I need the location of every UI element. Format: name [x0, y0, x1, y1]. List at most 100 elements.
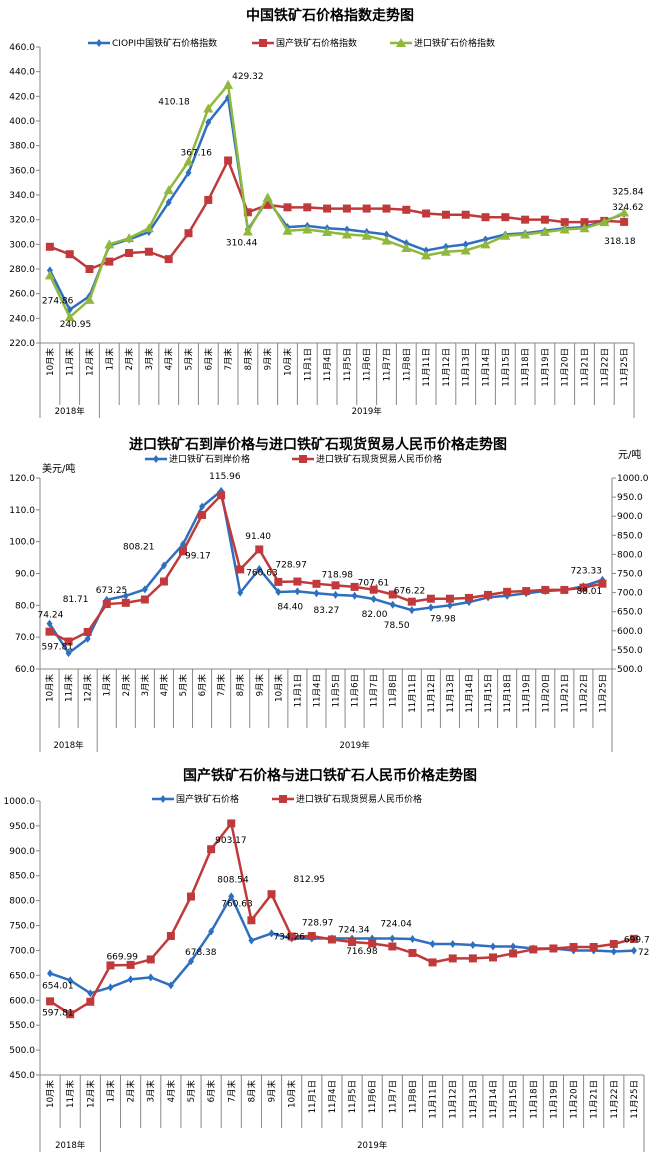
data-point: [179, 547, 187, 556]
data-point: [198, 510, 207, 519]
x-tick-label: 11月22日: [610, 1080, 620, 1119]
data-point: [159, 577, 168, 586]
y2-tick-label: 850.0: [617, 531, 643, 541]
data-point: [268, 929, 275, 938]
legend-label: CIOPI中国铁矿石价格指数: [112, 37, 217, 49]
y-tick-label: 100.0: [9, 538, 35, 548]
data-label: 903.17: [215, 836, 247, 846]
data-label: 597.81: [42, 643, 74, 653]
data-point: [165, 198, 172, 207]
data-point: [332, 590, 339, 599]
x-tick-label: 3月末: [140, 674, 151, 697]
x-tick-label: 11月19日: [549, 1080, 559, 1119]
data-point: [449, 939, 456, 948]
x-tick-label: 11月22日: [600, 348, 610, 387]
x-tick-label: 1月末: [105, 1080, 116, 1103]
y2-tick-label: 900.0: [617, 512, 643, 522]
x-tick-label: 11月15日: [501, 348, 511, 387]
y2-tick-label: 650.0: [617, 608, 643, 618]
year-label: 2019年: [357, 1140, 388, 1151]
data-point: [461, 210, 470, 219]
y-tick-label: 850.0: [9, 872, 35, 882]
data-point: [146, 955, 155, 964]
x-tick-label: 11月21日: [560, 674, 570, 713]
data-point: [490, 942, 496, 951]
y2-tick-label: 800.0: [617, 550, 643, 560]
x-tick-label: 8月末: [243, 348, 254, 371]
data-point: [102, 600, 111, 609]
legend-marker: [160, 795, 166, 803]
x-tick-label: 9月末: [267, 1080, 278, 1103]
data-point: [468, 954, 477, 963]
data-point: [610, 947, 617, 956]
data-point: [243, 208, 252, 217]
data-label: 716.98: [346, 947, 378, 957]
data-point: [429, 939, 436, 948]
x-tick-label: 11月4日: [312, 674, 322, 707]
data-point: [199, 502, 206, 511]
data-point: [401, 243, 412, 253]
y-tick-label: 120.0: [9, 474, 35, 484]
data-point: [521, 215, 530, 224]
data-point: [163, 185, 174, 195]
data-point: [187, 892, 195, 901]
data-label: 678.38: [185, 948, 217, 958]
data-point: [126, 960, 135, 969]
y2-tick-label: 950.0: [617, 493, 643, 503]
data-point: [569, 942, 578, 951]
data-point: [45, 627, 54, 636]
legend-label: 进口铁矿石现货贸易人民币价格: [316, 453, 442, 465]
data-point: [342, 204, 351, 213]
x-tick-label: 11月19日: [522, 674, 532, 713]
x-tick-label: 11月20日: [541, 674, 551, 713]
y-tick-label: 220.0: [9, 339, 35, 349]
x-tick-label: 3月末: [146, 1080, 157, 1103]
data-point: [188, 957, 194, 966]
data-point: [503, 587, 512, 596]
data-label: 707.61: [358, 579, 390, 589]
data-point: [147, 973, 154, 982]
data-point: [441, 210, 450, 219]
x-tick-label: 11月6日: [351, 674, 361, 707]
data-point: [262, 192, 273, 202]
data-point: [217, 491, 226, 500]
y2-tick-label: 550.0: [617, 646, 643, 656]
data-point: [205, 118, 212, 127]
data-point: [227, 819, 236, 828]
x-tick-label: 11月4日: [328, 1080, 338, 1113]
data-point: [223, 79, 234, 89]
data-label: 724.04: [380, 919, 412, 929]
y-tick-label: 550.0: [9, 1021, 35, 1031]
year-label: 2018年: [55, 1140, 86, 1151]
data-point: [460, 245, 471, 255]
data-point: [509, 949, 518, 958]
data-label: 718.98: [322, 570, 354, 580]
x-tick-label: 11月12日: [427, 674, 437, 713]
x-tick-label: 11月8日: [408, 1080, 418, 1113]
data-point: [409, 934, 416, 943]
data-point: [83, 627, 92, 636]
x-tick-label: 11月19日: [541, 348, 551, 387]
data-point: [445, 594, 454, 603]
data-point: [86, 997, 95, 1006]
data-point: [143, 223, 154, 233]
data-label: 79.98: [430, 614, 456, 624]
data-point: [105, 257, 114, 266]
data-label: 83.27: [314, 606, 340, 616]
data-point: [46, 619, 53, 628]
data-point: [248, 936, 255, 945]
legend-marker: [279, 795, 287, 803]
y-tick-label: 380.0: [9, 142, 35, 152]
y-tick-label: 80.0: [15, 601, 35, 611]
x-tick-label: 11月25日: [620, 348, 630, 387]
x-tick-label: 1月末: [104, 348, 115, 371]
year-label: 2019年: [352, 406, 383, 417]
data-point: [67, 976, 74, 985]
data-point: [549, 944, 558, 953]
x-tick-label: 12月末: [83, 674, 94, 702]
data-label: 324.62: [612, 203, 644, 213]
x-tick-label: 11月7日: [370, 674, 380, 707]
data-point: [107, 983, 114, 992]
x-tick-label: 10月末: [45, 348, 56, 376]
